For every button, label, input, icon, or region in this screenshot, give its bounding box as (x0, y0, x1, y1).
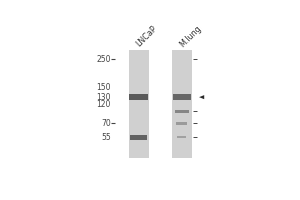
Text: M.lung: M.lung (178, 23, 203, 49)
Text: 130: 130 (96, 93, 111, 102)
Bar (175, 110, 189, 113)
Bar (172, 94, 191, 100)
Bar (172, 50, 191, 158)
Bar (129, 94, 148, 100)
Text: LNCaP: LNCaP (135, 24, 159, 49)
Text: 55: 55 (101, 133, 111, 142)
Bar (177, 136, 186, 138)
Polygon shape (199, 95, 204, 99)
Text: 70: 70 (101, 119, 111, 128)
Text: 120: 120 (96, 100, 111, 109)
Bar (130, 135, 147, 140)
Bar (129, 50, 148, 158)
Text: 150: 150 (96, 83, 111, 92)
Text: 250: 250 (96, 55, 111, 64)
Bar (176, 122, 187, 125)
